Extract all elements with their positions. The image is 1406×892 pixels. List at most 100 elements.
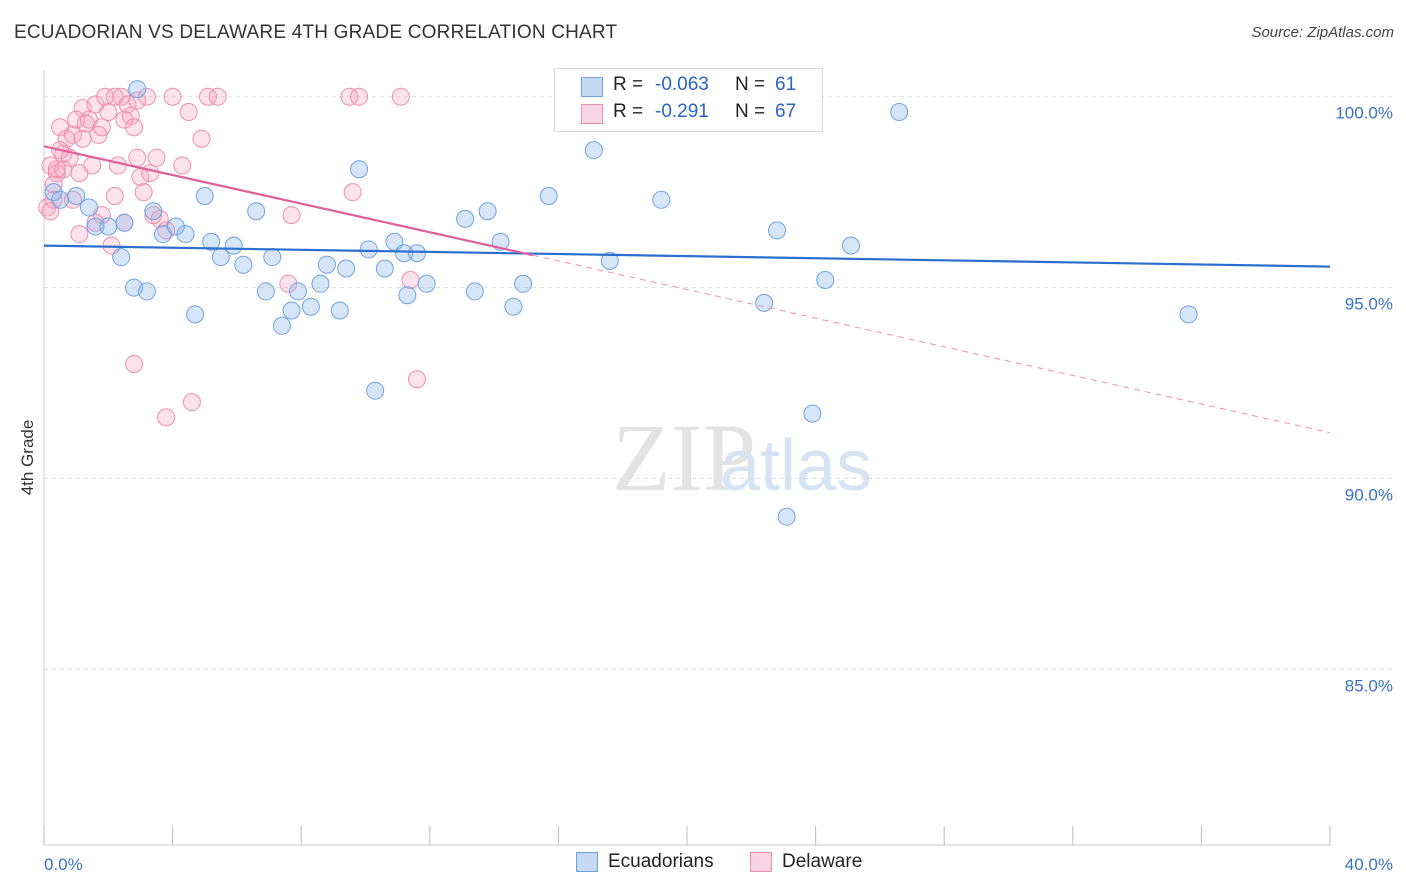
ecuadorian-point [841,236,860,255]
ecuadorian-point [263,248,282,267]
n-label: N = [735,101,766,122]
y-tick-label: 90.0% [1345,485,1393,504]
delaware-point [340,87,359,106]
delaware-point [108,156,127,175]
ecuadorian-point [330,301,349,320]
ecuadorian-point [112,248,131,267]
ecuadorian-point [398,286,417,305]
r-label: R = [613,101,644,122]
delaware-point [134,183,153,202]
delaware-point [141,164,160,183]
delaware-point [147,148,166,167]
delaware-point [92,118,111,137]
pink-swatch [750,852,772,872]
delaware-point [144,206,163,225]
legend-label-delaware: Delaware [782,851,863,872]
ecuadorian-point [478,202,497,221]
ecuadorian-point [514,274,533,293]
y-tick-label: 100.0% [1335,104,1393,123]
delaware-point [63,125,82,144]
r-value: -0.291 [655,101,709,122]
chart-title: ECUADORIAN VS DELAWARE 4TH GRADE CORRELA… [14,22,618,43]
n-label: N = [735,74,766,95]
delaware-point [401,270,420,289]
delaware-point [54,160,73,179]
delaware-point [163,87,182,106]
delaware-point [282,206,301,225]
ecuadorian-point [224,236,243,255]
ecuadorian-point [539,186,558,205]
delaware-point [173,156,192,175]
ecuadorian-point [1179,305,1198,324]
ecuadorian-point [67,186,86,205]
ecuadorian-point [768,221,787,240]
ecuadorian-point [600,251,619,270]
grid-lines [44,96,1394,670]
ecuadorian-point [301,297,320,316]
delaware-point [105,186,124,205]
delaware-point [76,114,95,133]
ecuadorian-point [288,282,307,301]
ecuadorian-point [51,190,70,209]
watermark-atlas: atlas [720,426,872,506]
delaware-point [99,102,118,121]
ecuadorian-point [99,217,118,236]
delaware-point [343,183,362,202]
ecuadorian-point [456,209,475,228]
delaware-point [179,102,198,121]
ecuadorian-point [186,305,205,324]
x-tick-label: 0.0% [44,855,83,874]
ecuadorian-point [311,274,330,293]
ecuadorian-point [366,381,385,400]
ecuadorians-trend-line [43,244,1331,268]
ecuadorian-point [115,213,134,232]
source-label: Source: ZipAtlas.com [1251,24,1394,41]
ecuadorian-point [256,282,275,301]
ecuadorian-point [337,259,356,278]
ecuadorian-point [166,217,185,236]
delaware-point [73,129,92,148]
ecuadorian-point [247,202,266,221]
n-value: 67 [775,101,797,122]
delaware-point [350,87,369,106]
tick-labels: 100.0% 95.0% 90.0% 85.0% 0.0% 40.0% 4th Grade [18,104,1393,874]
x-tick-label: 40.0% [1345,855,1393,874]
delaware-point [128,148,147,167]
ecuadorian-point [777,507,796,526]
delaware-point [125,118,144,137]
ecuadorian-point [652,190,671,209]
n-value: 61 [775,74,797,95]
delaware-point [121,106,140,125]
ecuadorian-point [272,316,291,335]
ecuadorian-point [755,293,774,312]
trend-lines [43,145,1331,434]
ecuadorian-point [584,141,603,160]
blue-swatch [576,852,598,872]
ecuadorian-point [803,404,822,423]
delaware-point [125,354,144,373]
y-tick-label: 95.0% [1345,295,1393,314]
delaware-point [47,160,66,179]
ecuadorian-point [176,225,195,244]
legend-label-ecuadorians: Ecuadorians [608,851,714,872]
delaware-point [391,87,410,106]
blue-swatch [581,77,603,97]
ecuadorian-point [282,301,301,320]
delaware-point [96,87,115,106]
ecuadorian-point [407,244,426,263]
r-label: R = [613,74,644,95]
delaware-point [198,87,217,106]
stats-legend: R = -0.063 N = 61 R = -0.291 N = 67 [554,68,823,132]
ecuadorian-point [144,202,163,221]
ecuadorian-point [202,232,221,251]
delaware-point [70,225,89,244]
delaware-point [182,393,201,412]
ecuadorian-point [417,274,436,293]
delaware-point [105,87,124,106]
ecuadorian-point [395,244,414,263]
delaware-trend-line [43,145,533,257]
delaware-trend-extension [532,254,1331,434]
pink-swatch [581,104,603,124]
ecuadorian-point [465,282,484,301]
